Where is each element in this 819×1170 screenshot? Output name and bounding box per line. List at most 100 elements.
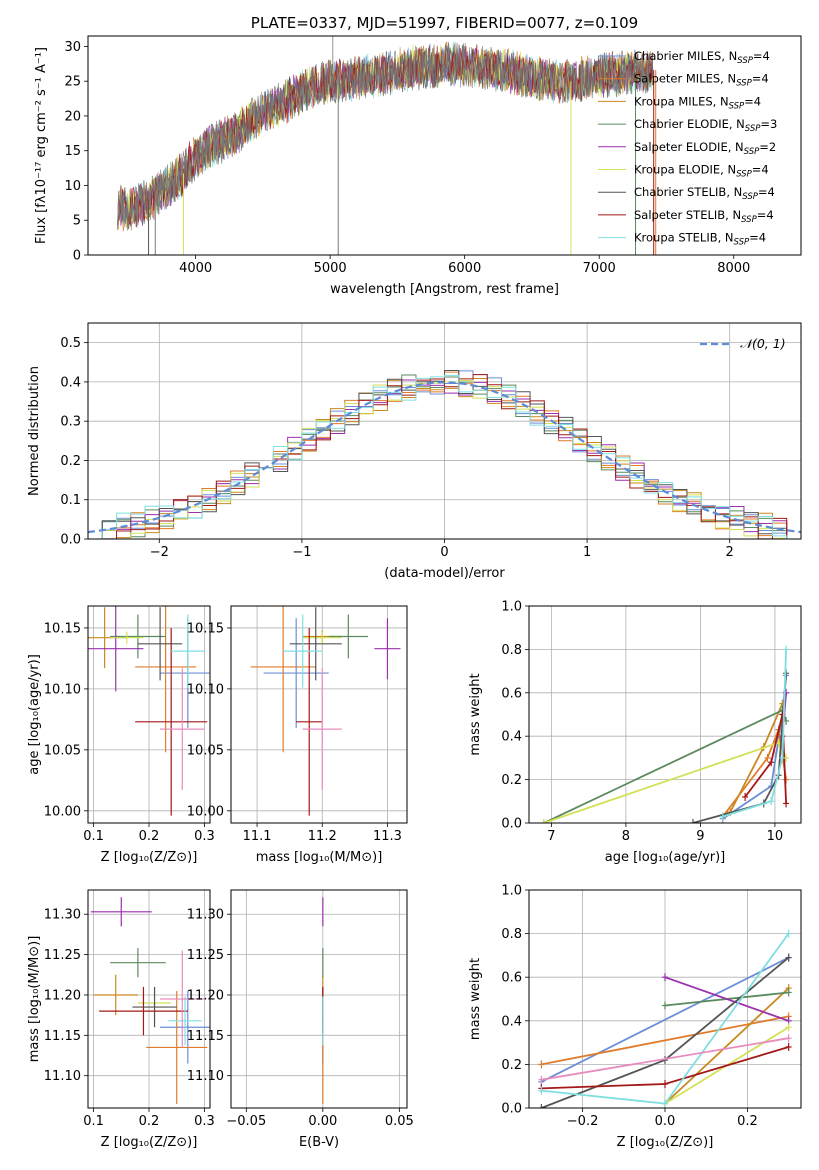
- x-tick-label: 4000: [179, 261, 212, 276]
- y-axis-label: mass weight: [468, 958, 483, 1040]
- x-tick-label: 9: [696, 829, 704, 844]
- plot-area: [117, 36, 657, 255]
- legend-label-suffix: =3: [760, 117, 777, 131]
- legend-label: Kroupa ELODIE, NSSP=4: [634, 163, 769, 180]
- weight-series-3: [543, 708, 787, 823]
- x-axis-label: E(B-V): [299, 1135, 339, 1150]
- x-tick-label: 10: [767, 829, 784, 844]
- y-tick-label: 0.6: [501, 971, 522, 986]
- axes-frame: [87, 605, 211, 824]
- x-tick-label: 0.3: [194, 829, 215, 844]
- x-tick-label: 11.2: [308, 829, 337, 844]
- y-tick-label: 0.4: [501, 730, 522, 745]
- weight-series-0: [540, 956, 790, 1083]
- x-tick-label: 0.05: [385, 1114, 414, 1129]
- axes-frame: [87, 322, 802, 540]
- y-tick-label: 0.2: [501, 773, 522, 788]
- legend-label-suffix: =4: [744, 94, 761, 108]
- legend-label-name: Kroupa MILES, N: [634, 94, 729, 108]
- y-tick-label: 11.10: [44, 1069, 81, 1084]
- y-tick-label: 25: [64, 75, 81, 90]
- legend-label-name: Salpeter STELIB, N: [634, 208, 741, 222]
- plot-area: [250, 606, 401, 816]
- figure-title: PLATE=0337, MJD=51997, FIBERID=0077, z=0…: [251, 14, 638, 32]
- panel-residuals: −2 −1 0 1 2 0.0 0.1 0.2 0.3 0.4 0.5 (data-model)/er…: [27, 322, 802, 581]
- legend-label-name: Salpeter MILES, N: [634, 72, 736, 86]
- panel-spectrum: 4000 5000 6000 7000 8000 0 5 10 15 20 25 30 waveleng…: [34, 35, 802, 297]
- axes-frame: [528, 889, 802, 1109]
- legend-label-sub: SSP: [729, 101, 745, 111]
- legend-label-suffix: =4: [758, 185, 775, 199]
- axes-frame: [230, 889, 408, 1109]
- legend-label-sub: SSP: [737, 56, 753, 66]
- y-tick-label: 11.30: [44, 908, 81, 923]
- y-axis-label: age [log₁₀(age/yr)]: [27, 654, 42, 775]
- weight-series-9: [541, 1037, 789, 1081]
- x-tick-label: 7: [547, 829, 555, 844]
- legend-label-sub: SSP: [741, 215, 757, 225]
- x-tick-label: 2: [726, 545, 734, 560]
- y-axis-label: mass weight: [468, 673, 483, 755]
- weight-series-2: [664, 987, 790, 1105]
- x-tick-label: 0.2: [139, 1114, 160, 1129]
- x-tick-label: 8000: [717, 261, 750, 276]
- legend-label-sub: SSP: [742, 192, 758, 202]
- legend-label-name: Salpeter ELODIE, N: [634, 140, 744, 154]
- axes-frame: [87, 35, 802, 256]
- y-tick-label: 0.4: [60, 375, 81, 390]
- plot-area: [540, 645, 790, 823]
- legend-label: Kroupa MILES, NSSP=4: [634, 94, 761, 111]
- x-tick-label: 0: [440, 545, 448, 560]
- plot-area: [538, 929, 792, 1108]
- panel-age_vs_Z: 0.1 0.2 0.3 10.00 10.05 10.10 10.15 Z [log₁₀(Z/…: [27, 605, 215, 865]
- y-tick-label: 0.5: [60, 336, 81, 351]
- legend-label-suffix: =4: [757, 208, 774, 222]
- weight-series-4: [664, 976, 789, 1022]
- y-tick-label: 0.4: [501, 1014, 522, 1029]
- plot-area: [88, 370, 801, 539]
- x-tick-label: −1: [292, 545, 311, 560]
- legend-label: Salpeter ELODIE, NSSP=2: [634, 140, 776, 157]
- x-tick-label: 0.3: [194, 1114, 215, 1129]
- x-tick-label: −2: [150, 545, 169, 560]
- y-tick-label: 0.2: [501, 1058, 522, 1073]
- x-tick-label: 1: [583, 545, 591, 560]
- weight-series-7: [744, 714, 787, 804]
- legend-label-suffix: =4: [752, 163, 769, 177]
- x-tick-label: 0.1: [83, 829, 104, 844]
- x-tick-label: −0.05: [226, 1114, 266, 1129]
- legend-label-sub: SSP: [744, 147, 760, 157]
- panel-weight_vs_Z: −0.2 0.0 0.2 0.0 0.2 0.4 0.6 0.8 1.0 Z [log₁₀(Z/Z…: [468, 884, 802, 1150]
- y-tick-label: 10.00: [44, 804, 81, 819]
- legend-label-name: Chabrier ELODIE, N: [634, 117, 745, 131]
- y-tick-label: 1.0: [501, 600, 522, 615]
- y-axis-label: Normed distribution: [27, 366, 42, 496]
- x-tick-label: 11.3: [373, 829, 402, 844]
- legend-label: Chabrier ELODIE, NSSP=3: [634, 117, 777, 134]
- y-tick-label: 11.25: [187, 948, 224, 963]
- y-tick-label: 11.30: [187, 908, 224, 923]
- x-tick-label: 5000: [314, 261, 347, 276]
- legend-label-sub: SSP: [736, 79, 752, 89]
- normal-curve: [88, 381, 801, 534]
- y-tick-label: 11.10: [187, 1069, 224, 1084]
- y-tick-label: 11.15: [44, 1029, 81, 1044]
- plot-area: [90, 897, 210, 1104]
- y-tick-label: 0.8: [501, 643, 522, 658]
- x-axis-label: Z [log₁₀(Z/Z⊙)]: [101, 850, 198, 865]
- axes-frame: [528, 605, 802, 824]
- x-tick-label: 0.0: [655, 1114, 676, 1129]
- x-axis-label: wavelength [Angstrom, rest frame]: [330, 282, 559, 297]
- y-tick-label: 10.15: [187, 621, 224, 636]
- legend-label-suffix: =4: [753, 49, 770, 63]
- legend-label-suffix: =2: [759, 140, 776, 154]
- y-tick-label: 0: [73, 249, 81, 264]
- y-tick-label: 0.0: [501, 1102, 522, 1117]
- y-tick-label: 0.2: [60, 454, 81, 469]
- legend-label: Chabrier MILES, NSSP=4: [634, 49, 770, 66]
- y-tick-label: 11.20: [187, 988, 224, 1003]
- legend-label: Salpeter MILES, NSSP=4: [634, 72, 769, 89]
- y-tick-label: 1.0: [501, 884, 522, 899]
- weight-series-1: [541, 1015, 789, 1066]
- x-tick-label: 11.1: [243, 829, 272, 844]
